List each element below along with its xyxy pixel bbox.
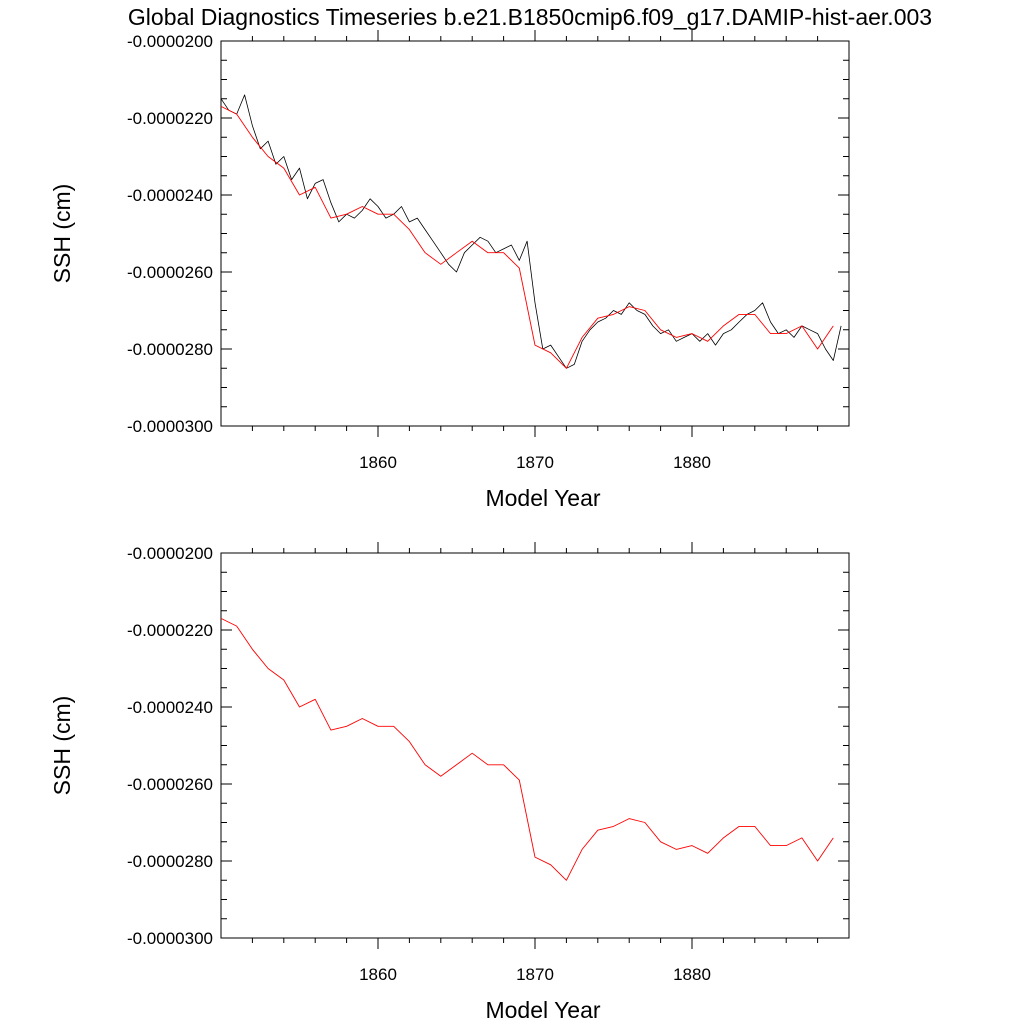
figure-title: Global Diagnostics Timeseries b.e21.B185… bbox=[128, 4, 932, 30]
y-axis-label: SSH (cm) bbox=[49, 184, 75, 284]
y-axis-label: SSH (cm) bbox=[49, 696, 75, 796]
y-tick-label: -0.0000200 bbox=[127, 544, 213, 563]
plot-frame bbox=[220, 552, 850, 939]
top-chart-panel: -0.0000200 -0.0000220 -0.0000240 -0.0000260… bbox=[49, 30, 850, 511]
x-tick-label: 1860 bbox=[359, 965, 397, 984]
y-tick-label: -0.0000240 bbox=[127, 186, 213, 205]
x-tick-label: 1870 bbox=[516, 453, 554, 472]
x-tick-label: 1880 bbox=[673, 965, 711, 984]
series-line-monthly bbox=[220, 94, 842, 369]
bottom-chart-panel: -0.0000200 -0.0000220 -0.0000240 -0.0000260… bbox=[49, 542, 850, 1023]
y-tick-label: -0.0000220 bbox=[127, 109, 213, 128]
x-axis-label: Model Year bbox=[485, 485, 600, 511]
y-tick-label: -0.0000300 bbox=[127, 929, 213, 948]
y-tick-label: -0.0000280 bbox=[127, 852, 213, 871]
x-axis-label: Model Year bbox=[485, 997, 600, 1023]
y-tick-label: -0.0000260 bbox=[127, 775, 213, 794]
series-line-annual bbox=[220, 617, 834, 881]
x-tick-label: 1860 bbox=[359, 453, 397, 472]
y-tick-label: -0.0000200 bbox=[127, 32, 213, 51]
plot-frame bbox=[220, 40, 850, 427]
y-tick-label: -0.0000280 bbox=[127, 340, 213, 359]
y-tick-label: -0.0000220 bbox=[127, 621, 213, 640]
y-tick-label: -0.0000240 bbox=[127, 698, 213, 717]
y-tick-label: -0.0000300 bbox=[127, 417, 213, 436]
series-line-annual bbox=[220, 105, 834, 369]
y-tick-label: -0.0000260 bbox=[127, 263, 213, 282]
x-tick-label: 1870 bbox=[516, 965, 554, 984]
x-tick-label: 1880 bbox=[673, 453, 711, 472]
